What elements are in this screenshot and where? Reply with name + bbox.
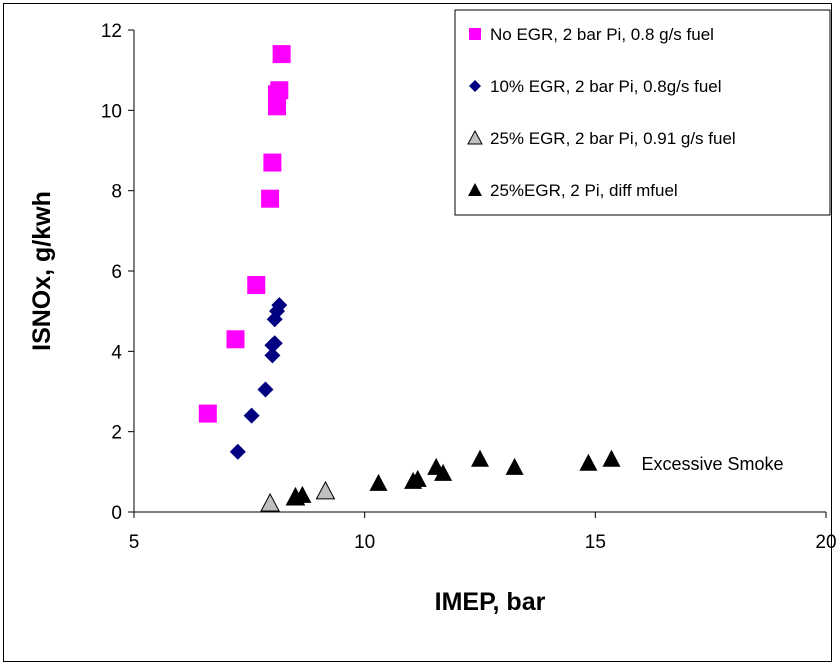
data-point xyxy=(271,297,288,314)
series-2 xyxy=(229,297,288,460)
x-tick-label: 20 xyxy=(815,532,836,553)
legend-label: 10% EGR, 2 bar Pi, 0.8g/s fuel xyxy=(490,77,722,96)
y-tick-label: 4 xyxy=(111,342,122,363)
data-point xyxy=(226,330,245,349)
legend-item: 25% EGR, 2 bar Pi, 0.91 g/s fuel xyxy=(467,129,736,148)
series-4 xyxy=(286,449,621,505)
axis-ticks: 0 2 4 6 8 10 12 5 10 15 20 xyxy=(101,21,837,553)
data-point xyxy=(266,335,283,352)
annotations: Excessive Smoke xyxy=(641,454,783,474)
y-tick-label: 6 xyxy=(111,262,122,283)
plot-area: 0 2 4 6 8 10 12 5 10 15 20 Excessive Smoke xyxy=(101,21,837,553)
data-point xyxy=(260,492,280,512)
data-point xyxy=(261,189,280,208)
x-tick-label: 10 xyxy=(354,532,375,553)
data-point xyxy=(243,407,260,424)
x-tick-label: 15 xyxy=(585,532,606,553)
y-tick-label: 2 xyxy=(111,423,122,444)
y-axis-title: ISNOx, g/kwh xyxy=(28,191,56,351)
data-point xyxy=(408,469,427,487)
legend-item: No EGR, 2 bar Pi, 0.8 g/s fuel xyxy=(469,25,714,44)
data-point xyxy=(315,480,336,500)
legend-label: No EGR, 2 bar Pi, 0.8 g/s fuel xyxy=(490,25,714,44)
legend-label: 25% EGR, 2 bar Pi, 0.91 g/s fuel xyxy=(490,129,736,148)
data-point xyxy=(263,153,282,172)
data-point xyxy=(293,485,312,503)
data-point xyxy=(198,404,217,423)
data-point xyxy=(434,463,453,481)
data-point xyxy=(270,81,289,100)
x-axis-title: IMEP, bar xyxy=(435,588,546,616)
y-tick-label: 12 xyxy=(101,21,122,42)
data-point xyxy=(602,449,621,467)
legend-label: 25%EGR, 2 Pi, diff mfuel xyxy=(490,181,678,200)
data-point xyxy=(272,45,291,64)
x-tick-label: 5 xyxy=(129,532,140,553)
series-1 xyxy=(198,45,291,423)
y-tick-label: 0 xyxy=(111,503,122,524)
data-point xyxy=(257,381,274,398)
annotation-label: Excessive Smoke xyxy=(641,454,783,474)
data-point xyxy=(229,443,246,460)
legend-box xyxy=(454,9,831,216)
y-tick-label: 10 xyxy=(101,101,122,122)
legend: No EGR, 2 bar Pi, 0.8 g/s fuel 10% EGR, 2… xyxy=(454,9,831,216)
data-point xyxy=(471,449,489,467)
legend-diamond-icon xyxy=(469,80,481,92)
legend-item: 25%EGR, 2 Pi, diff mfuel xyxy=(468,181,678,200)
legend-item: 10% EGR, 2 bar Pi, 0.8g/s fuel xyxy=(469,77,722,96)
legend-triangle-icon xyxy=(467,129,483,145)
data-point xyxy=(247,276,266,295)
data-points xyxy=(198,45,621,512)
y-tick-label: 8 xyxy=(111,182,122,203)
data-point xyxy=(579,453,598,471)
legend-triangle-icon xyxy=(468,183,482,196)
legend-items: No EGR, 2 bar Pi, 0.8 g/s fuel 10% EGR, 2… xyxy=(467,25,736,200)
legend-square-icon xyxy=(469,28,481,40)
data-point xyxy=(264,347,281,364)
data-point xyxy=(369,473,388,491)
data-point xyxy=(505,457,524,475)
